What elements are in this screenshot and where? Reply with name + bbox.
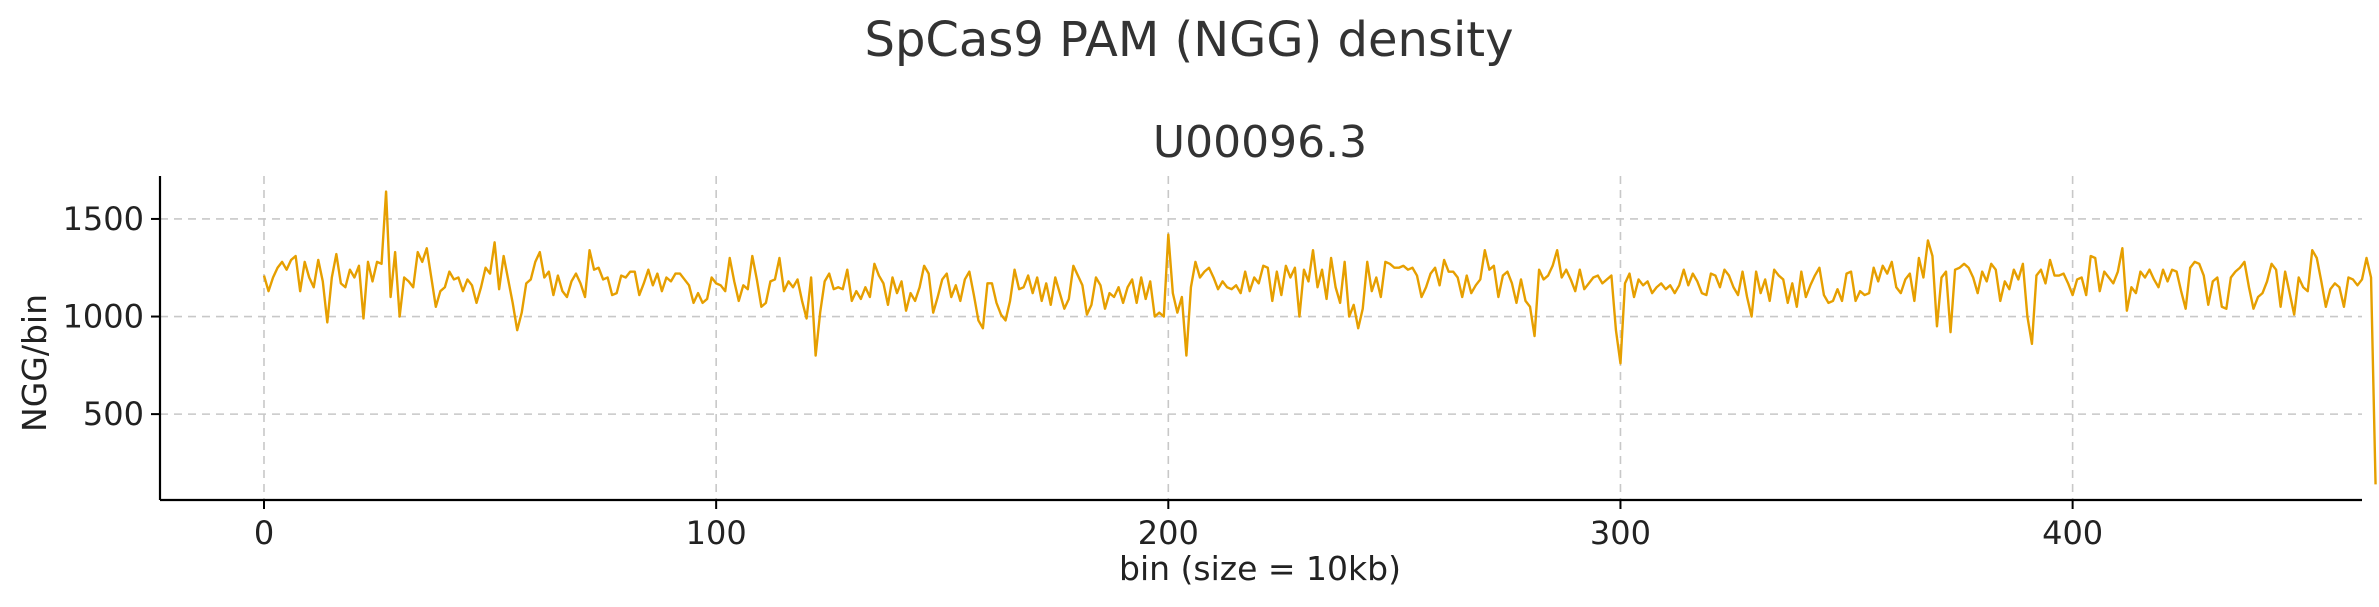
y-tick-label: 1500	[63, 200, 144, 238]
x-tick-label: 200	[1138, 514, 1199, 552]
plot-area	[262, 190, 2377, 485]
x-tick-label: 100	[686, 514, 747, 552]
y-tick-label: 1000	[63, 298, 144, 336]
x-tick-label: 0	[254, 514, 274, 552]
x-axis-label: bin (size = 10kb)	[1119, 549, 1401, 588]
axes	[151, 176, 2362, 509]
x-tick-label: 400	[2042, 514, 2103, 552]
figure-suptitle: SpCas9 PAM (NGG) density	[864, 12, 1513, 68]
y-axis-label: NGG/bin	[15, 294, 54, 432]
tick-labels: 0 100 200 300 400 500 1000 1500	[63, 200, 2104, 552]
series-line	[262, 190, 2377, 485]
x-tick-label: 300	[1590, 514, 1651, 552]
plot-title: U00096.3	[1153, 117, 1367, 168]
grid-lines	[160, 176, 2362, 500]
y-tick-label: 500	[83, 395, 144, 433]
